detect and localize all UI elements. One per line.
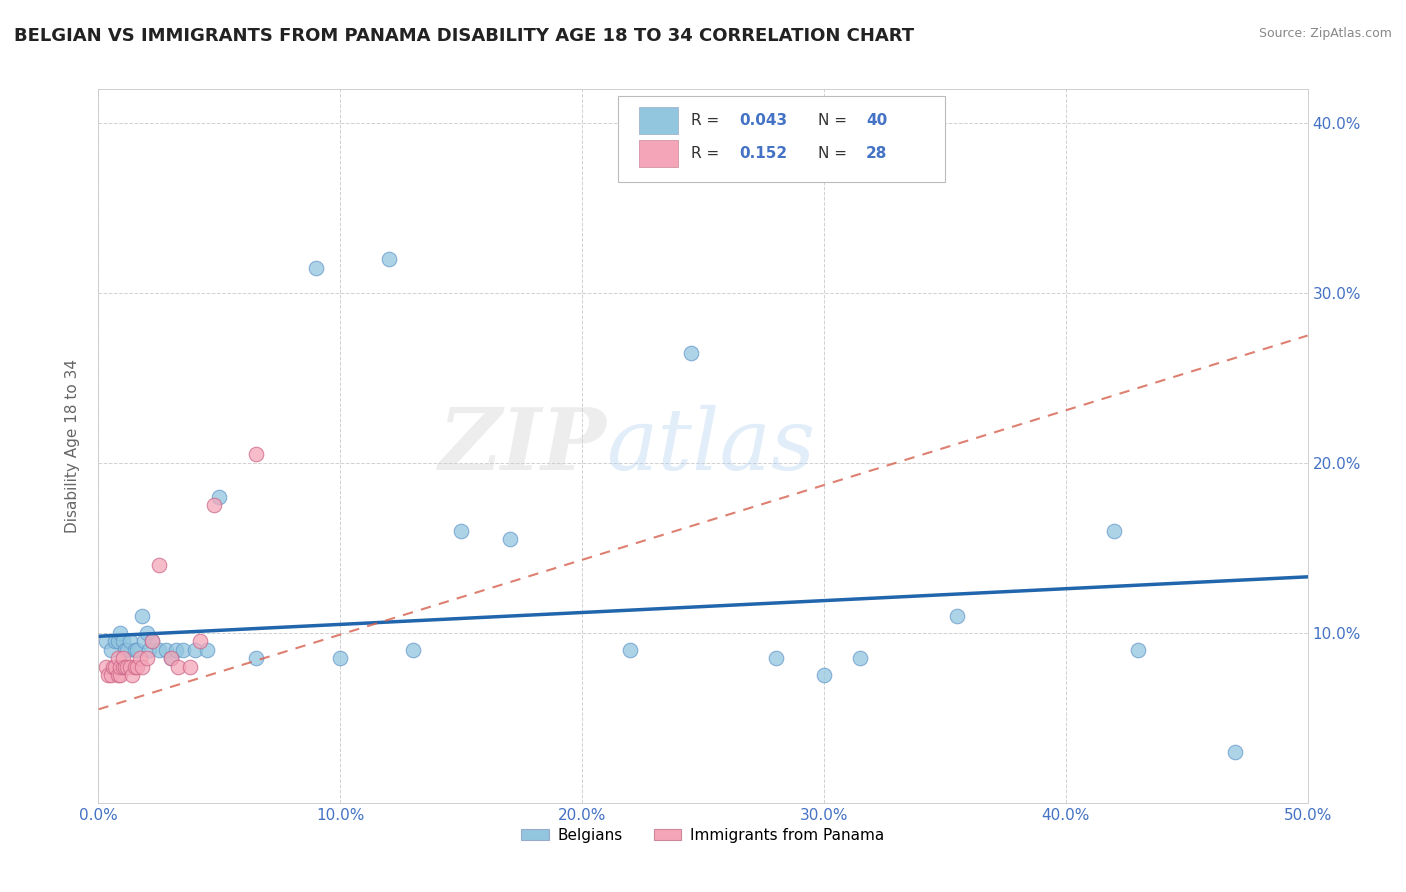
Text: 40: 40 bbox=[866, 113, 887, 128]
Point bbox=[450, 524, 472, 538]
Point bbox=[100, 643, 122, 657]
Point bbox=[131, 608, 153, 623]
Point bbox=[135, 651, 157, 665]
Point bbox=[188, 634, 211, 648]
Text: N =: N = bbox=[818, 146, 852, 161]
Point bbox=[127, 643, 149, 657]
Point bbox=[165, 643, 187, 657]
Point bbox=[1223, 745, 1246, 759]
Point bbox=[160, 651, 183, 665]
Y-axis label: Disability Age 18 to 34: Disability Age 18 to 34 bbox=[65, 359, 80, 533]
Text: 0.043: 0.043 bbox=[740, 113, 787, 128]
Point bbox=[111, 660, 134, 674]
Point bbox=[111, 634, 134, 648]
Point bbox=[108, 660, 131, 674]
Point bbox=[131, 660, 153, 674]
Point bbox=[208, 490, 231, 504]
Point bbox=[204, 499, 226, 513]
Point bbox=[134, 634, 156, 648]
Point bbox=[104, 660, 127, 674]
Point bbox=[1128, 643, 1150, 657]
Point bbox=[155, 643, 177, 657]
Point bbox=[97, 668, 120, 682]
Text: atlas: atlas bbox=[606, 405, 815, 487]
Text: BELGIAN VS IMMIGRANTS FROM PANAMA DISABILITY AGE 18 TO 34 CORRELATION CHART: BELGIAN VS IMMIGRANTS FROM PANAMA DISABI… bbox=[14, 27, 914, 45]
Point bbox=[124, 660, 146, 674]
Point bbox=[148, 643, 170, 657]
Point bbox=[117, 660, 139, 674]
Point bbox=[118, 660, 141, 674]
Text: R =: R = bbox=[690, 146, 724, 161]
Point bbox=[172, 643, 194, 657]
Point bbox=[946, 608, 969, 623]
Point bbox=[121, 668, 143, 682]
Point bbox=[377, 252, 399, 266]
Point bbox=[1102, 524, 1125, 538]
Point bbox=[141, 634, 163, 648]
Point bbox=[329, 651, 352, 665]
Point bbox=[179, 660, 201, 674]
Point bbox=[138, 643, 160, 657]
FancyBboxPatch shape bbox=[619, 96, 945, 182]
Point bbox=[124, 643, 146, 657]
Point bbox=[100, 668, 122, 682]
Text: 0.152: 0.152 bbox=[740, 146, 787, 161]
Point bbox=[619, 643, 641, 657]
Point bbox=[107, 668, 129, 682]
Point bbox=[305, 260, 328, 275]
Text: R =: R = bbox=[690, 113, 724, 128]
FancyBboxPatch shape bbox=[638, 140, 678, 167]
Point bbox=[111, 651, 134, 665]
Legend: Belgians, Immigrants from Panama: Belgians, Immigrants from Panama bbox=[515, 822, 891, 848]
Point bbox=[107, 651, 129, 665]
Point bbox=[94, 634, 117, 648]
Point bbox=[107, 634, 129, 648]
Point bbox=[160, 651, 183, 665]
Point bbox=[167, 660, 190, 674]
Point bbox=[679, 345, 702, 359]
Point bbox=[184, 643, 207, 657]
Point bbox=[135, 626, 157, 640]
Point bbox=[813, 668, 835, 682]
Point bbox=[104, 634, 127, 648]
Point bbox=[498, 533, 520, 547]
Point bbox=[141, 634, 163, 648]
Point bbox=[108, 668, 131, 682]
Point bbox=[245, 651, 267, 665]
Point bbox=[128, 651, 150, 665]
Point bbox=[114, 660, 136, 674]
Text: N =: N = bbox=[818, 113, 852, 128]
Point bbox=[94, 660, 117, 674]
Text: Source: ZipAtlas.com: Source: ZipAtlas.com bbox=[1258, 27, 1392, 40]
Point bbox=[402, 643, 425, 657]
Point bbox=[849, 651, 872, 665]
Point bbox=[101, 660, 124, 674]
Text: 28: 28 bbox=[866, 146, 887, 161]
Point bbox=[765, 651, 787, 665]
Point bbox=[148, 558, 170, 572]
Point bbox=[117, 643, 139, 657]
Text: ZIP: ZIP bbox=[439, 404, 606, 488]
Point bbox=[114, 643, 136, 657]
Point bbox=[195, 643, 218, 657]
Point bbox=[108, 626, 131, 640]
FancyBboxPatch shape bbox=[638, 107, 678, 134]
Point bbox=[127, 660, 149, 674]
Point bbox=[118, 634, 141, 648]
Point bbox=[245, 448, 267, 462]
